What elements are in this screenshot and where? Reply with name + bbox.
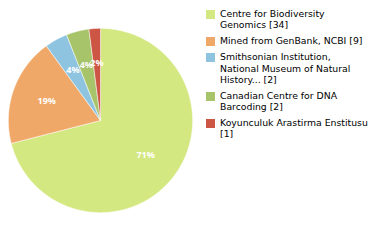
html-text:Koyunculuk Arastirma Enstitusu: Koyunculuk Arastirma Enstitusu [1] [220, 117, 368, 140]
html-text:Canadian Centre for DNA Barcod: Canadian Centre for DNA Barcoding [2] [220, 89, 338, 113]
html-text:Centre for Biodiversity Genomi: Centre for Biodiversity Genomics [34] [220, 8, 325, 31]
svg-text:19%: 19% [38, 94, 56, 107]
svg-text:71%: 71% [136, 148, 154, 161]
html-text:Smithsonian Institution, Natio: Smithsonian Institution, National Museum… [220, 51, 351, 85]
svg-text:4%: 4% [79, 58, 93, 71]
svg-text:4%: 4% [66, 63, 79, 76]
html-text:Mined from GenBank, NCBI [9]: Mined from GenBank, NCBI [9] [220, 35, 363, 47]
svg-text:2%: 2% [90, 56, 103, 69]
